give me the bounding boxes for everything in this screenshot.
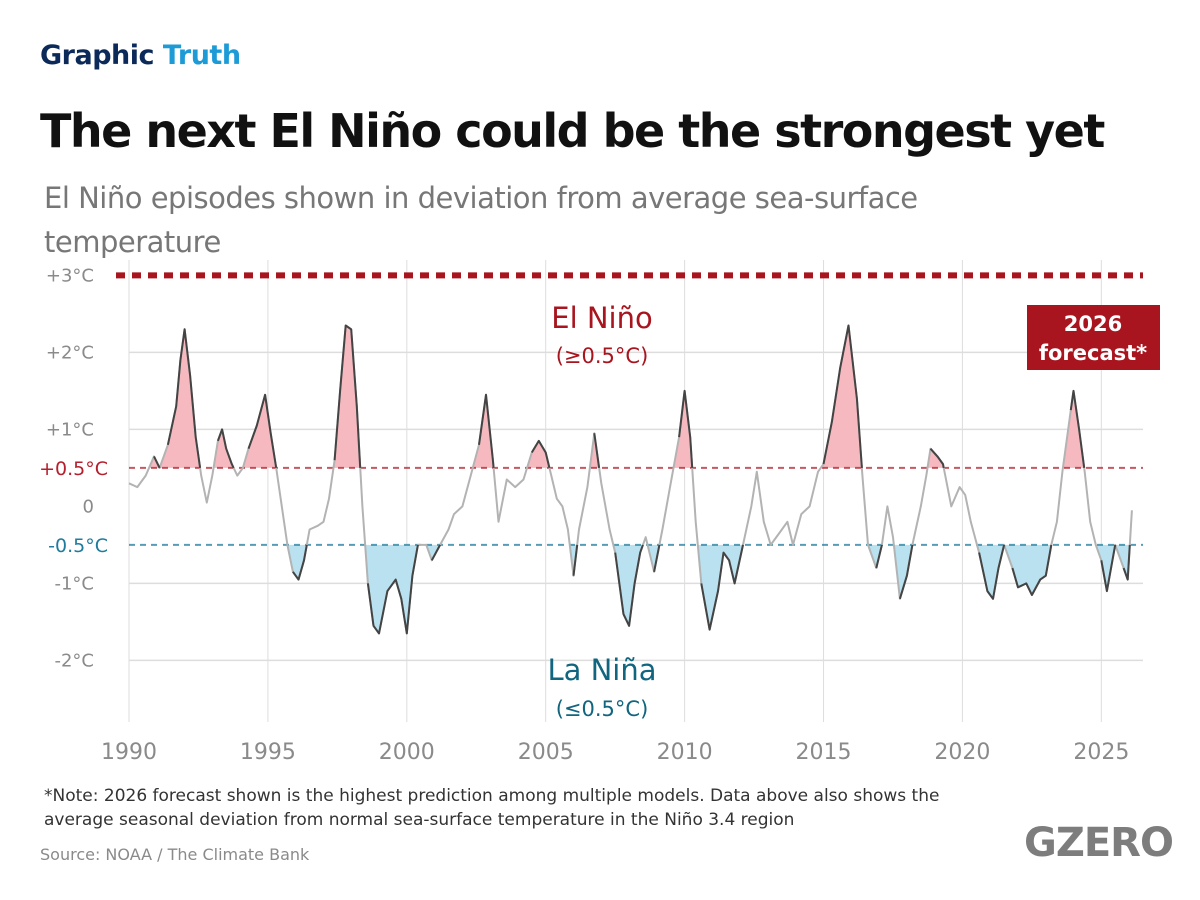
x-tick-label: 2010 — [657, 740, 713, 765]
y-tick-label: -1°C — [54, 573, 94, 594]
y-tick-label: +2°C — [46, 342, 94, 363]
la-nina-label: La Niña — [547, 653, 656, 687]
y-tick-label: +1°C — [46, 419, 94, 440]
x-tick-labels: 1990 1995 2000 2005 2010 2015 2020 2025 — [101, 740, 1129, 765]
x-tick-label: 1995 — [240, 740, 296, 765]
y-tick-label: +3°C — [46, 265, 94, 286]
x-tick-label: 2020 — [934, 740, 990, 765]
x-tick-label: 2000 — [379, 740, 435, 765]
forecast-box-bg — [1027, 305, 1160, 370]
kicker-graphic: Graphic — [40, 40, 155, 71]
footnote: *Note: 2026 forecast shown is the highes… — [44, 786, 940, 830]
x-tick-label: 2005 — [518, 740, 574, 765]
kicker: Graphic Truth — [40, 40, 241, 71]
x-tick-label: 2025 — [1073, 740, 1129, 765]
chart-subtitle: El Niño episodes shown in deviation from… — [44, 181, 918, 259]
threshold-label: +0.5°C — [39, 458, 108, 480]
el-nino-threshold-label: (≥0.5°C) — [556, 344, 649, 368]
y-tick-labels: +3°C +2°C +1°C 0 -1°C -2°C — [46, 265, 94, 671]
x-tick-label: 2015 — [796, 740, 852, 765]
el-nino-label: El Niño — [551, 301, 652, 335]
y-tick-label: -2°C — [54, 650, 94, 671]
source-text: Source: NOAA / The Climate Bank — [40, 845, 310, 864]
la-nina-line — [292, 544, 1131, 635]
forecast-box: 2026 forecast* — [1027, 305, 1160, 370]
la-nina-threshold-label: (≤0.5°C) — [556, 697, 649, 721]
forecast-text-label: forecast* — [1039, 341, 1147, 365]
y-tick-label: 0 — [83, 496, 94, 517]
el-nino-line — [153, 324, 1086, 469]
forecast-year-label: 2026 — [1064, 312, 1122, 336]
chart-title: The next El Niño could be the strongest … — [40, 104, 1105, 158]
threshold-label: -0.5°C — [48, 535, 108, 557]
gzero-logo: GZERO — [1024, 820, 1174, 866]
kicker-truth: Truth — [162, 40, 241, 71]
la-nina-area — [129, 544, 1132, 634]
grid-lines — [128, 260, 1143, 722]
x-tick-label: 1990 — [101, 740, 157, 765]
